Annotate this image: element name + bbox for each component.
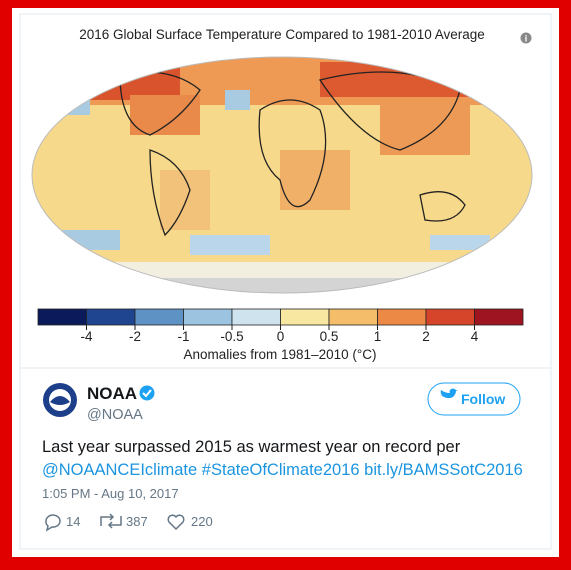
colorbar-tick-label: 2 (422, 329, 430, 344)
user-name[interactable]: NOAA (87, 384, 137, 403)
colorbar-swatch (37, 308, 87, 326)
like-icon[interactable] (167, 514, 185, 531)
colorbar-label: Anomalies from 1981–2010 (°C) (184, 347, 377, 362)
map-title: 2016 Global Surface Temperature Compared… (79, 27, 485, 42)
like-count: 220 (191, 514, 213, 529)
colorbar-tick-label: 4 (471, 329, 479, 344)
verified-check (142, 389, 152, 398)
colorbar-swatch (425, 308, 475, 326)
colorbar-tick-label: -1 (177, 329, 189, 344)
colorbar: -4 -2 -1 -0.5 0 0.5 1 2 4 (37, 308, 524, 344)
colorbar-tick-label: -4 (80, 329, 92, 344)
retweet-icon[interactable] (100, 513, 122, 529)
follow-icon (440, 388, 458, 399)
colorbar-tick-label: 0.5 (320, 329, 339, 344)
info-glyph: i (525, 34, 528, 44)
colorbar-swatch (86, 308, 136, 326)
colorbar-tick-label: -0.5 (220, 329, 243, 344)
reply-icon[interactable] (45, 514, 61, 532)
reply-count: 14 (66, 514, 80, 529)
colorbar-swatch (377, 308, 427, 326)
tweet-time[interactable]: 1:05 PM - Aug 10, 2017 (42, 486, 179, 501)
colorbar-tick-label: -2 (129, 329, 141, 344)
avatar-bird (50, 396, 70, 405)
user-handle[interactable]: @NOAA (87, 407, 143, 423)
colorbar-swatch (183, 308, 233, 326)
tweet-links: @NOAANCEIclimate #StateOfClimate2016 bit… (42, 461, 523, 479)
retweet-count: 387 (126, 514, 148, 529)
tweet-link[interactable]: bit.ly/BAMSSotC2016 (364, 461, 523, 479)
tweet-link[interactable]: #StateOfClimate2016 (202, 461, 360, 479)
colorbar-swatch (231, 308, 281, 326)
colorbar-swatch (328, 308, 378, 326)
info-icon[interactable] (520, 32, 532, 44)
colorbar-swatch (134, 308, 184, 326)
colorbar-swatch (474, 308, 524, 326)
map-outline (31, 56, 533, 294)
verified-badge (139, 385, 155, 401)
colorbar-tick-label: 1 (374, 329, 382, 344)
follow-label: Follow (461, 391, 505, 407)
tweet-text: Last year surpassed 2015 as warmest year… (42, 438, 461, 456)
colorbar-tick-label: 0 (277, 329, 285, 344)
tweet-link[interactable]: @NOAANCEIclimate (42, 461, 197, 479)
colorbar-swatch (280, 308, 330, 326)
